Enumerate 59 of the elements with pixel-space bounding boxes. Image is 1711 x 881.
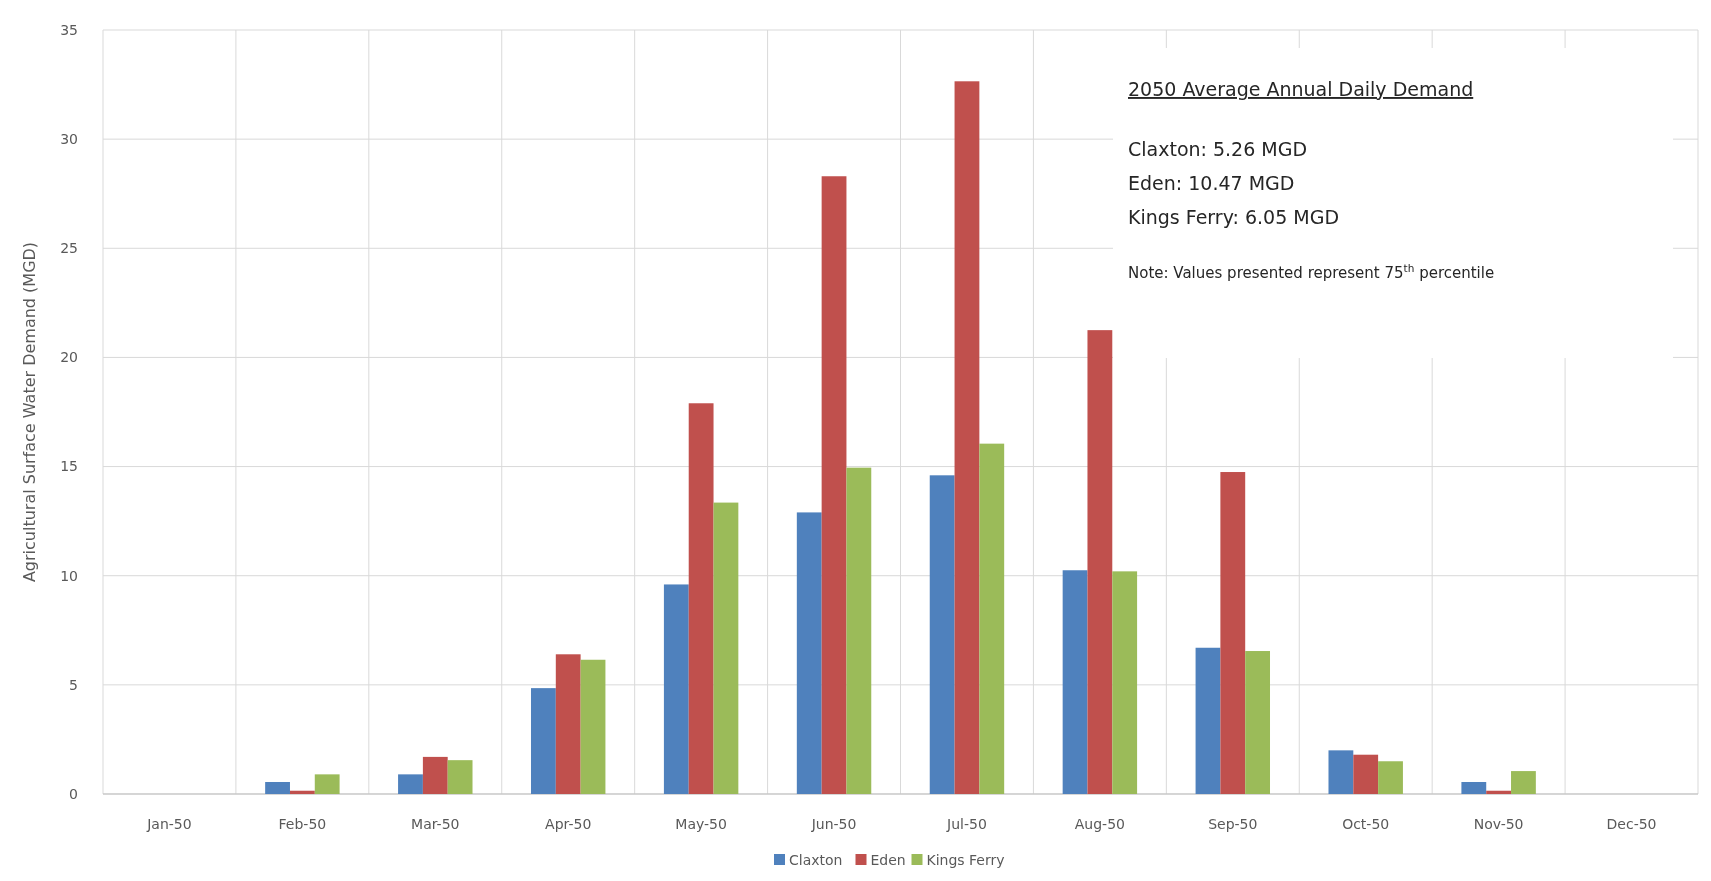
bar (1353, 754, 1379, 794)
legend-label: Claxton (789, 851, 843, 868)
x-tick-label: May-50 (675, 816, 727, 832)
bar (713, 502, 739, 794)
x-tick-label: Nov-50 (1473, 816, 1524, 832)
y-axis-title: Agricultural Surface Water Demand (MGD) (20, 241, 39, 583)
annotation: Eden: 10.47 MGD (1128, 172, 1295, 194)
x-tick-label: Mar-50 (411, 816, 460, 832)
bar (447, 760, 473, 794)
bar (1511, 771, 1536, 794)
y-tick-label: 20 (60, 349, 78, 366)
y-tick-label: 35 (60, 21, 78, 38)
annotation: 2050 Average Annual Daily Demand (1128, 78, 1474, 100)
bar (422, 756, 448, 794)
bar (979, 443, 1005, 794)
bar (398, 774, 423, 794)
bar (265, 781, 290, 794)
bar (314, 774, 340, 794)
bar (929, 475, 955, 794)
y-tick-label: 30 (60, 131, 78, 148)
x-tick-label: Jan-50 (146, 816, 192, 832)
x-tick-label: Apr-50 (545, 816, 592, 832)
legend-label: Kings Ferry (926, 851, 1005, 868)
annotation: Claxton: 5.26 MGD (1128, 138, 1308, 160)
x-tick-label: Sep-50 (1208, 816, 1258, 832)
y-tick-label: 0 (69, 785, 78, 802)
y-tick-label: 10 (60, 567, 78, 584)
bar (796, 512, 822, 794)
bar (1220, 472, 1246, 794)
bar (1486, 790, 1512, 794)
bar (555, 654, 581, 794)
bar (821, 176, 847, 794)
x-tick-label: Aug-50 (1074, 816, 1125, 832)
x-tick-label: Jun-50 (810, 816, 857, 832)
x-tick-label: Jul-50 (946, 816, 987, 832)
bar (1378, 761, 1403, 794)
bar (1062, 570, 1088, 794)
annotation: Note: Values presented represent 75$^{th}$ percentile (1128, 262, 1495, 282)
bar (289, 790, 315, 794)
bar (1195, 647, 1221, 794)
x-tick-label: Dec-50 (1606, 816, 1657, 832)
legend-label: Eden (870, 851, 906, 868)
y-tick-label: 5 (69, 676, 78, 693)
bar (954, 81, 980, 794)
bar (1328, 750, 1354, 794)
y-tick-label: 15 (60, 458, 78, 475)
y-tick-label: 25 (60, 240, 78, 257)
annotation: Kings Ferry: 6.05 MGD (1128, 206, 1340, 228)
bar (846, 467, 872, 794)
bar (1461, 781, 1487, 794)
bar (1245, 651, 1271, 794)
bar (530, 688, 556, 794)
x-tick-label: Feb-50 (278, 816, 327, 832)
bar (1112, 571, 1138, 794)
x-tick-label: Oct-50 (1342, 816, 1390, 832)
bar (688, 403, 714, 794)
bar (663, 584, 689, 794)
bar (1087, 330, 1113, 794)
bar (580, 659, 606, 794)
